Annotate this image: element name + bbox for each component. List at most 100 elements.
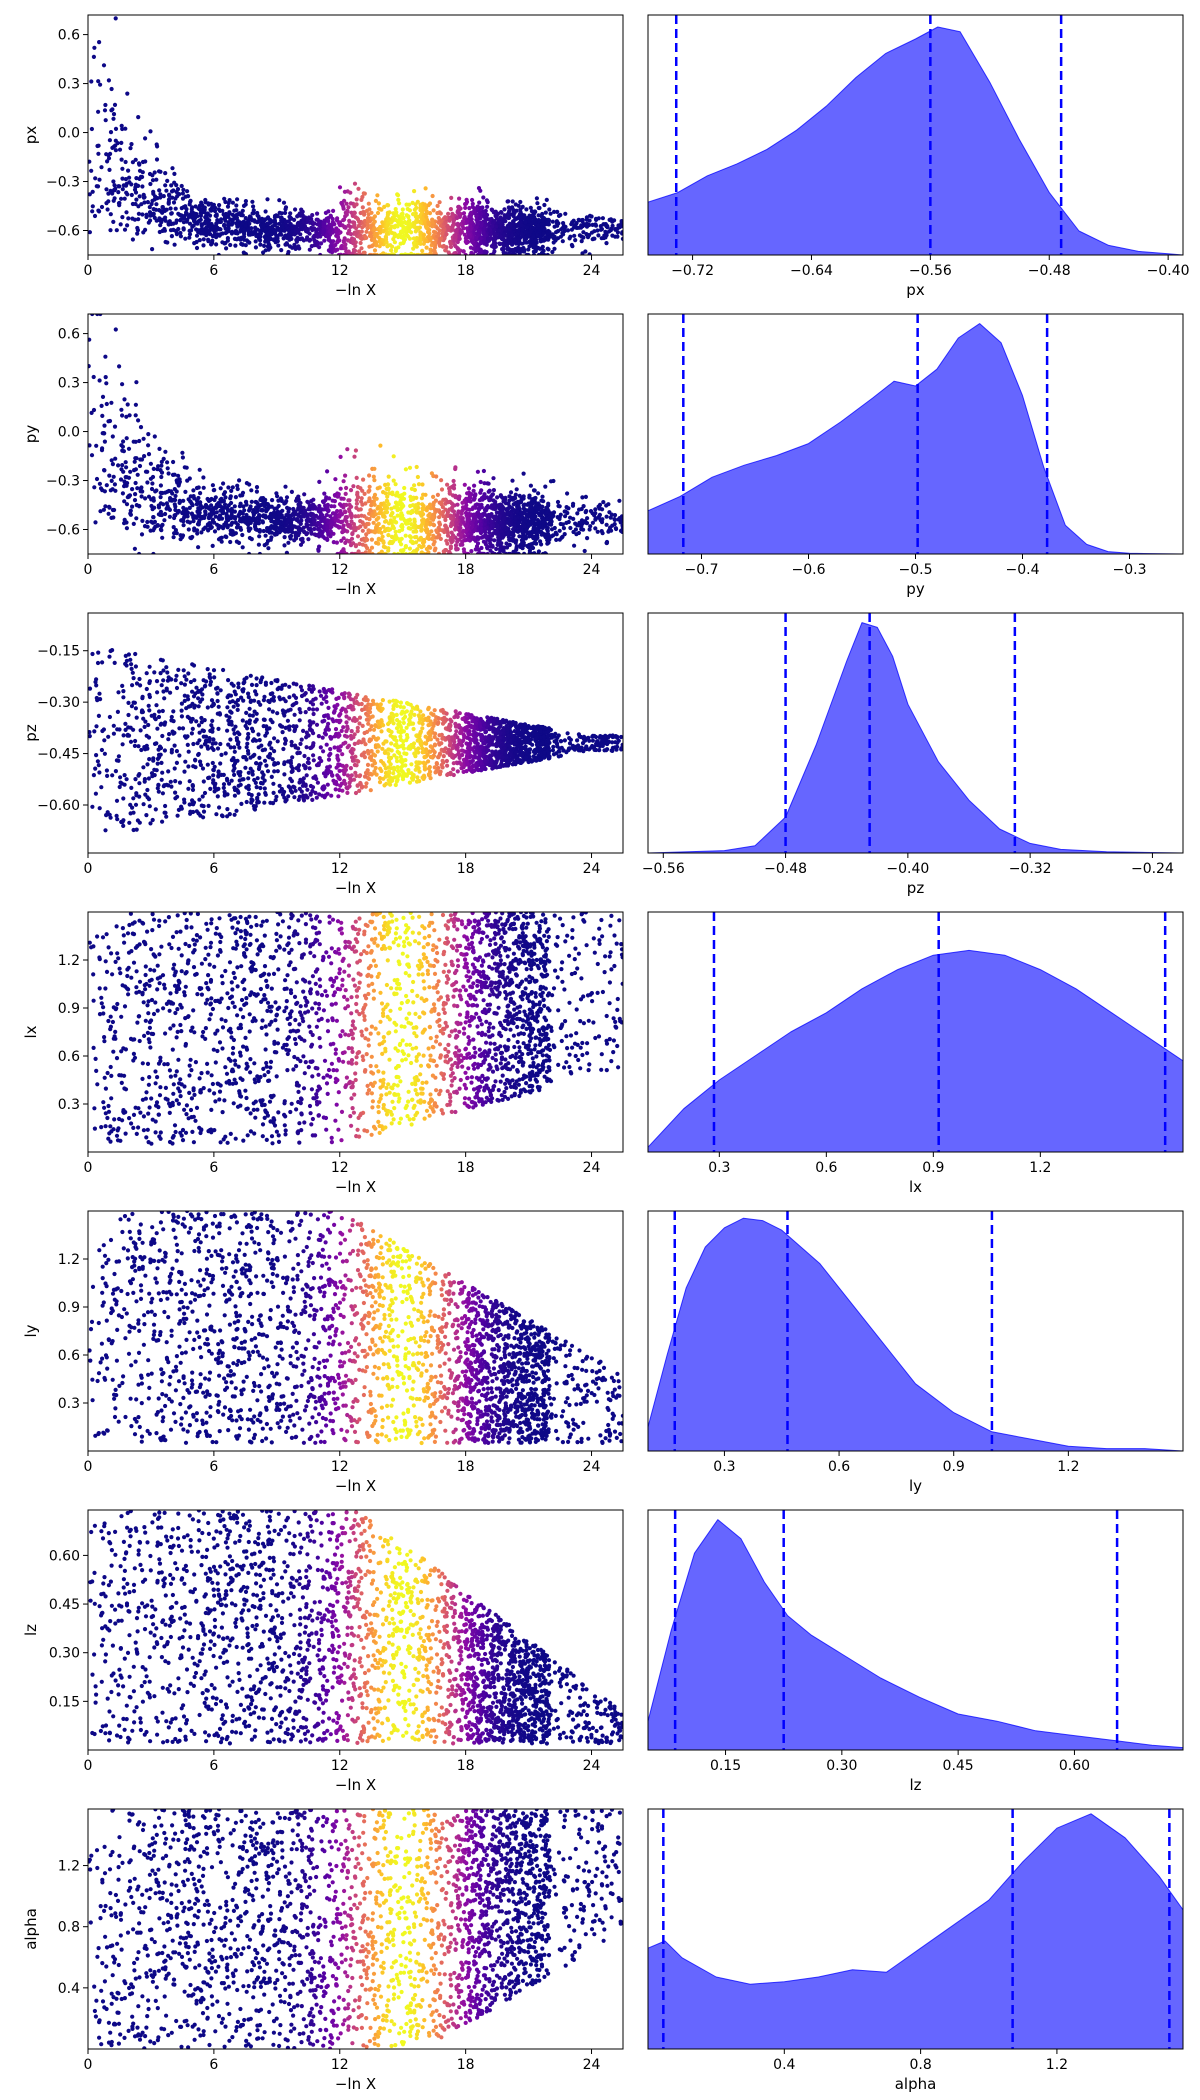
trace-point [439,478,444,483]
trace-point [89,126,94,132]
trace-point [584,221,589,226]
trace-point [109,86,114,92]
trace-point [233,243,238,248]
trace-point [150,481,155,486]
trace-point [113,327,118,332]
trace-point [339,200,344,206]
trace-point [107,167,112,172]
trace-point [505,199,510,204]
trace-point [119,196,124,201]
trace-point [500,495,505,500]
trace-point [386,487,391,492]
trace-point [124,465,129,470]
trace-point [243,216,248,221]
trace-point [171,200,177,205]
trace-point [551,510,557,515]
trace-point [446,211,451,216]
trace-point [408,497,414,503]
trace-point [577,218,582,223]
trace-point [199,530,204,535]
trace-point [214,213,219,218]
trace-point [106,511,111,516]
trace-point [306,537,311,542]
trace-point [246,228,251,233]
trace-point [125,495,130,500]
trace-point [409,486,414,491]
trace-point [331,239,336,244]
trace-point [476,229,481,234]
trace-point [91,54,96,60]
trace-point [528,205,533,210]
trace-point [130,504,135,509]
trace-point [229,488,234,493]
trace-point [211,488,216,493]
trace-point [187,232,193,237]
trace-point [234,215,239,220]
trace-point [110,462,115,467]
trace-point [175,510,180,515]
trace-point [120,176,125,181]
trace-point [249,499,254,504]
trace-point [485,204,490,209]
trace-point [495,525,500,530]
trace-point [117,364,122,369]
trace-point [150,247,155,252]
trace-point [538,234,543,239]
trace-point [384,498,389,503]
trace-point [589,230,595,235]
trace-point [389,534,394,539]
trace-point [328,529,333,534]
trace-point [389,224,394,229]
trace-point [307,247,312,252]
trace-point [457,196,462,201]
trace-point [283,484,288,489]
trace-point [267,225,272,230]
trace-point [477,200,482,205]
trace-point [565,491,570,496]
trace-point [319,241,324,246]
trace-point [588,524,593,529]
trace-point [247,551,252,554]
trace-point [201,527,206,532]
trace-point [126,446,132,451]
trace-point [550,249,555,255]
trace-point [543,210,548,215]
trace-point [511,226,516,231]
trace-point [352,454,357,459]
trace-point [108,130,114,135]
trace-point [223,505,228,510]
trace-point [240,221,245,226]
trace-point [218,219,223,224]
x-tick-label: −0.56 [909,263,952,279]
trace-point [141,436,146,441]
trace-point [414,227,419,232]
trace-point [419,545,424,550]
trace-point [309,511,314,516]
trace-point [217,513,223,518]
trace-point [195,214,200,219]
trace-point [148,129,153,134]
trace-point [151,528,156,533]
trace-point [468,220,473,225]
trace-point [179,183,184,189]
trace-point [183,236,188,241]
trace-point [262,243,267,248]
trace-point [469,210,474,215]
trace-point [278,521,283,526]
trace-point [196,485,201,490]
trace-point [577,523,582,528]
trace-point [455,215,460,221]
trace-point [573,238,578,243]
trace-point [521,503,526,508]
trace-point [266,546,271,551]
trace-point [201,237,206,242]
x-tick-label: 24 [583,263,601,279]
trace-point [349,519,354,524]
trace-point [223,240,228,246]
trace-point [359,246,364,251]
trace-point [186,497,191,502]
trace-point [155,144,160,149]
trace-point [402,220,407,225]
trace-point [372,214,377,219]
trace-point [334,229,339,234]
